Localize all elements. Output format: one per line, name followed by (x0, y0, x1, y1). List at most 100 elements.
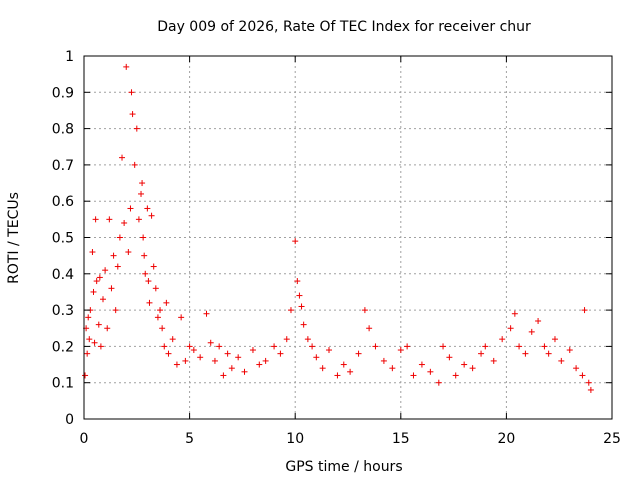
y-tick-label: 0.2 (52, 339, 74, 355)
data-point (404, 343, 411, 350)
data-point (154, 314, 161, 321)
data-point (216, 343, 223, 350)
x-tick-label: 15 (392, 431, 410, 447)
data-point (148, 212, 155, 219)
data-point (97, 343, 104, 350)
data-point (116, 234, 123, 241)
data-point (96, 274, 103, 281)
data-point (300, 321, 307, 328)
x-tick-label: 25 (603, 431, 621, 447)
data-point (490, 357, 497, 364)
data-point (86, 336, 93, 343)
data-point (228, 365, 235, 372)
data-point (545, 350, 552, 357)
y-axis-label: ROTI / TECUs (6, 192, 22, 284)
data-point (452, 372, 459, 379)
data-point (128, 89, 135, 96)
y-tick-label: 0.9 (52, 85, 74, 101)
data-point (133, 125, 140, 132)
data-point (190, 347, 197, 354)
data-point (150, 263, 157, 270)
data-point (541, 343, 548, 350)
data-point (224, 350, 231, 357)
data-point (566, 347, 573, 354)
data-point (125, 249, 132, 256)
data-point (146, 299, 153, 306)
data-point (435, 379, 442, 386)
data-point (535, 317, 542, 324)
data-point (163, 299, 170, 306)
data-point (292, 238, 299, 245)
data-point (135, 216, 142, 223)
data-point (131, 161, 138, 168)
data-point (461, 361, 468, 368)
data-point (182, 357, 189, 364)
data-point (95, 321, 102, 328)
data-point (104, 325, 111, 332)
data-point (283, 336, 290, 343)
data-point (169, 336, 176, 343)
data-point (142, 270, 149, 277)
data-point (397, 347, 404, 354)
data-point (440, 343, 447, 350)
data-point (499, 336, 506, 343)
data-point (516, 343, 523, 350)
data-point (522, 350, 529, 357)
data-point (340, 361, 347, 368)
data-point (528, 328, 535, 335)
data-point (334, 372, 341, 379)
data-point (93, 278, 100, 285)
data-points (82, 63, 594, 393)
data-point (579, 372, 586, 379)
data-point (108, 285, 115, 292)
data-point (507, 325, 514, 332)
plot-frame (83, 55, 613, 420)
data-point (157, 307, 164, 314)
data-point (235, 354, 242, 361)
x-axis-label: GPS time / hours (285, 459, 402, 475)
data-point (287, 307, 294, 314)
y-tick-label: 0.6 (52, 194, 74, 210)
data-point (446, 354, 453, 361)
data-point (197, 354, 204, 361)
data-point (82, 372, 89, 379)
data-point (165, 350, 172, 357)
x-tick-label: 20 (497, 431, 515, 447)
data-point (186, 343, 193, 350)
x-axis-ticks: 0 5 10 15 20 25 (80, 56, 621, 447)
data-point (123, 63, 130, 70)
data-point (141, 252, 148, 259)
y-tick-label: 0.1 (52, 376, 74, 392)
data-point (139, 180, 146, 187)
data-point (100, 296, 107, 303)
data-point (90, 288, 97, 295)
data-point (482, 343, 489, 350)
data-point (249, 347, 256, 354)
y-tick-label: 0.7 (52, 158, 74, 174)
data-point (140, 234, 147, 241)
data-point (91, 339, 98, 346)
data-point (112, 307, 119, 314)
data-point (271, 343, 278, 350)
y-tick-label: 0.4 (52, 267, 74, 283)
data-point (427, 368, 434, 375)
data-point (380, 357, 387, 364)
data-point (573, 365, 580, 372)
data-point (92, 216, 99, 223)
data-point (581, 307, 588, 314)
data-point (587, 386, 594, 393)
data-point (277, 350, 284, 357)
data-point (410, 372, 417, 379)
data-point (294, 278, 301, 285)
data-point (418, 361, 425, 368)
data-point (298, 303, 305, 310)
data-point (319, 365, 326, 372)
data-point (366, 325, 373, 332)
data-point (325, 347, 332, 354)
data-point (304, 336, 311, 343)
data-point (144, 205, 151, 212)
x-tick-label: 10 (286, 431, 304, 447)
data-point (207, 339, 214, 346)
data-point (256, 361, 263, 368)
